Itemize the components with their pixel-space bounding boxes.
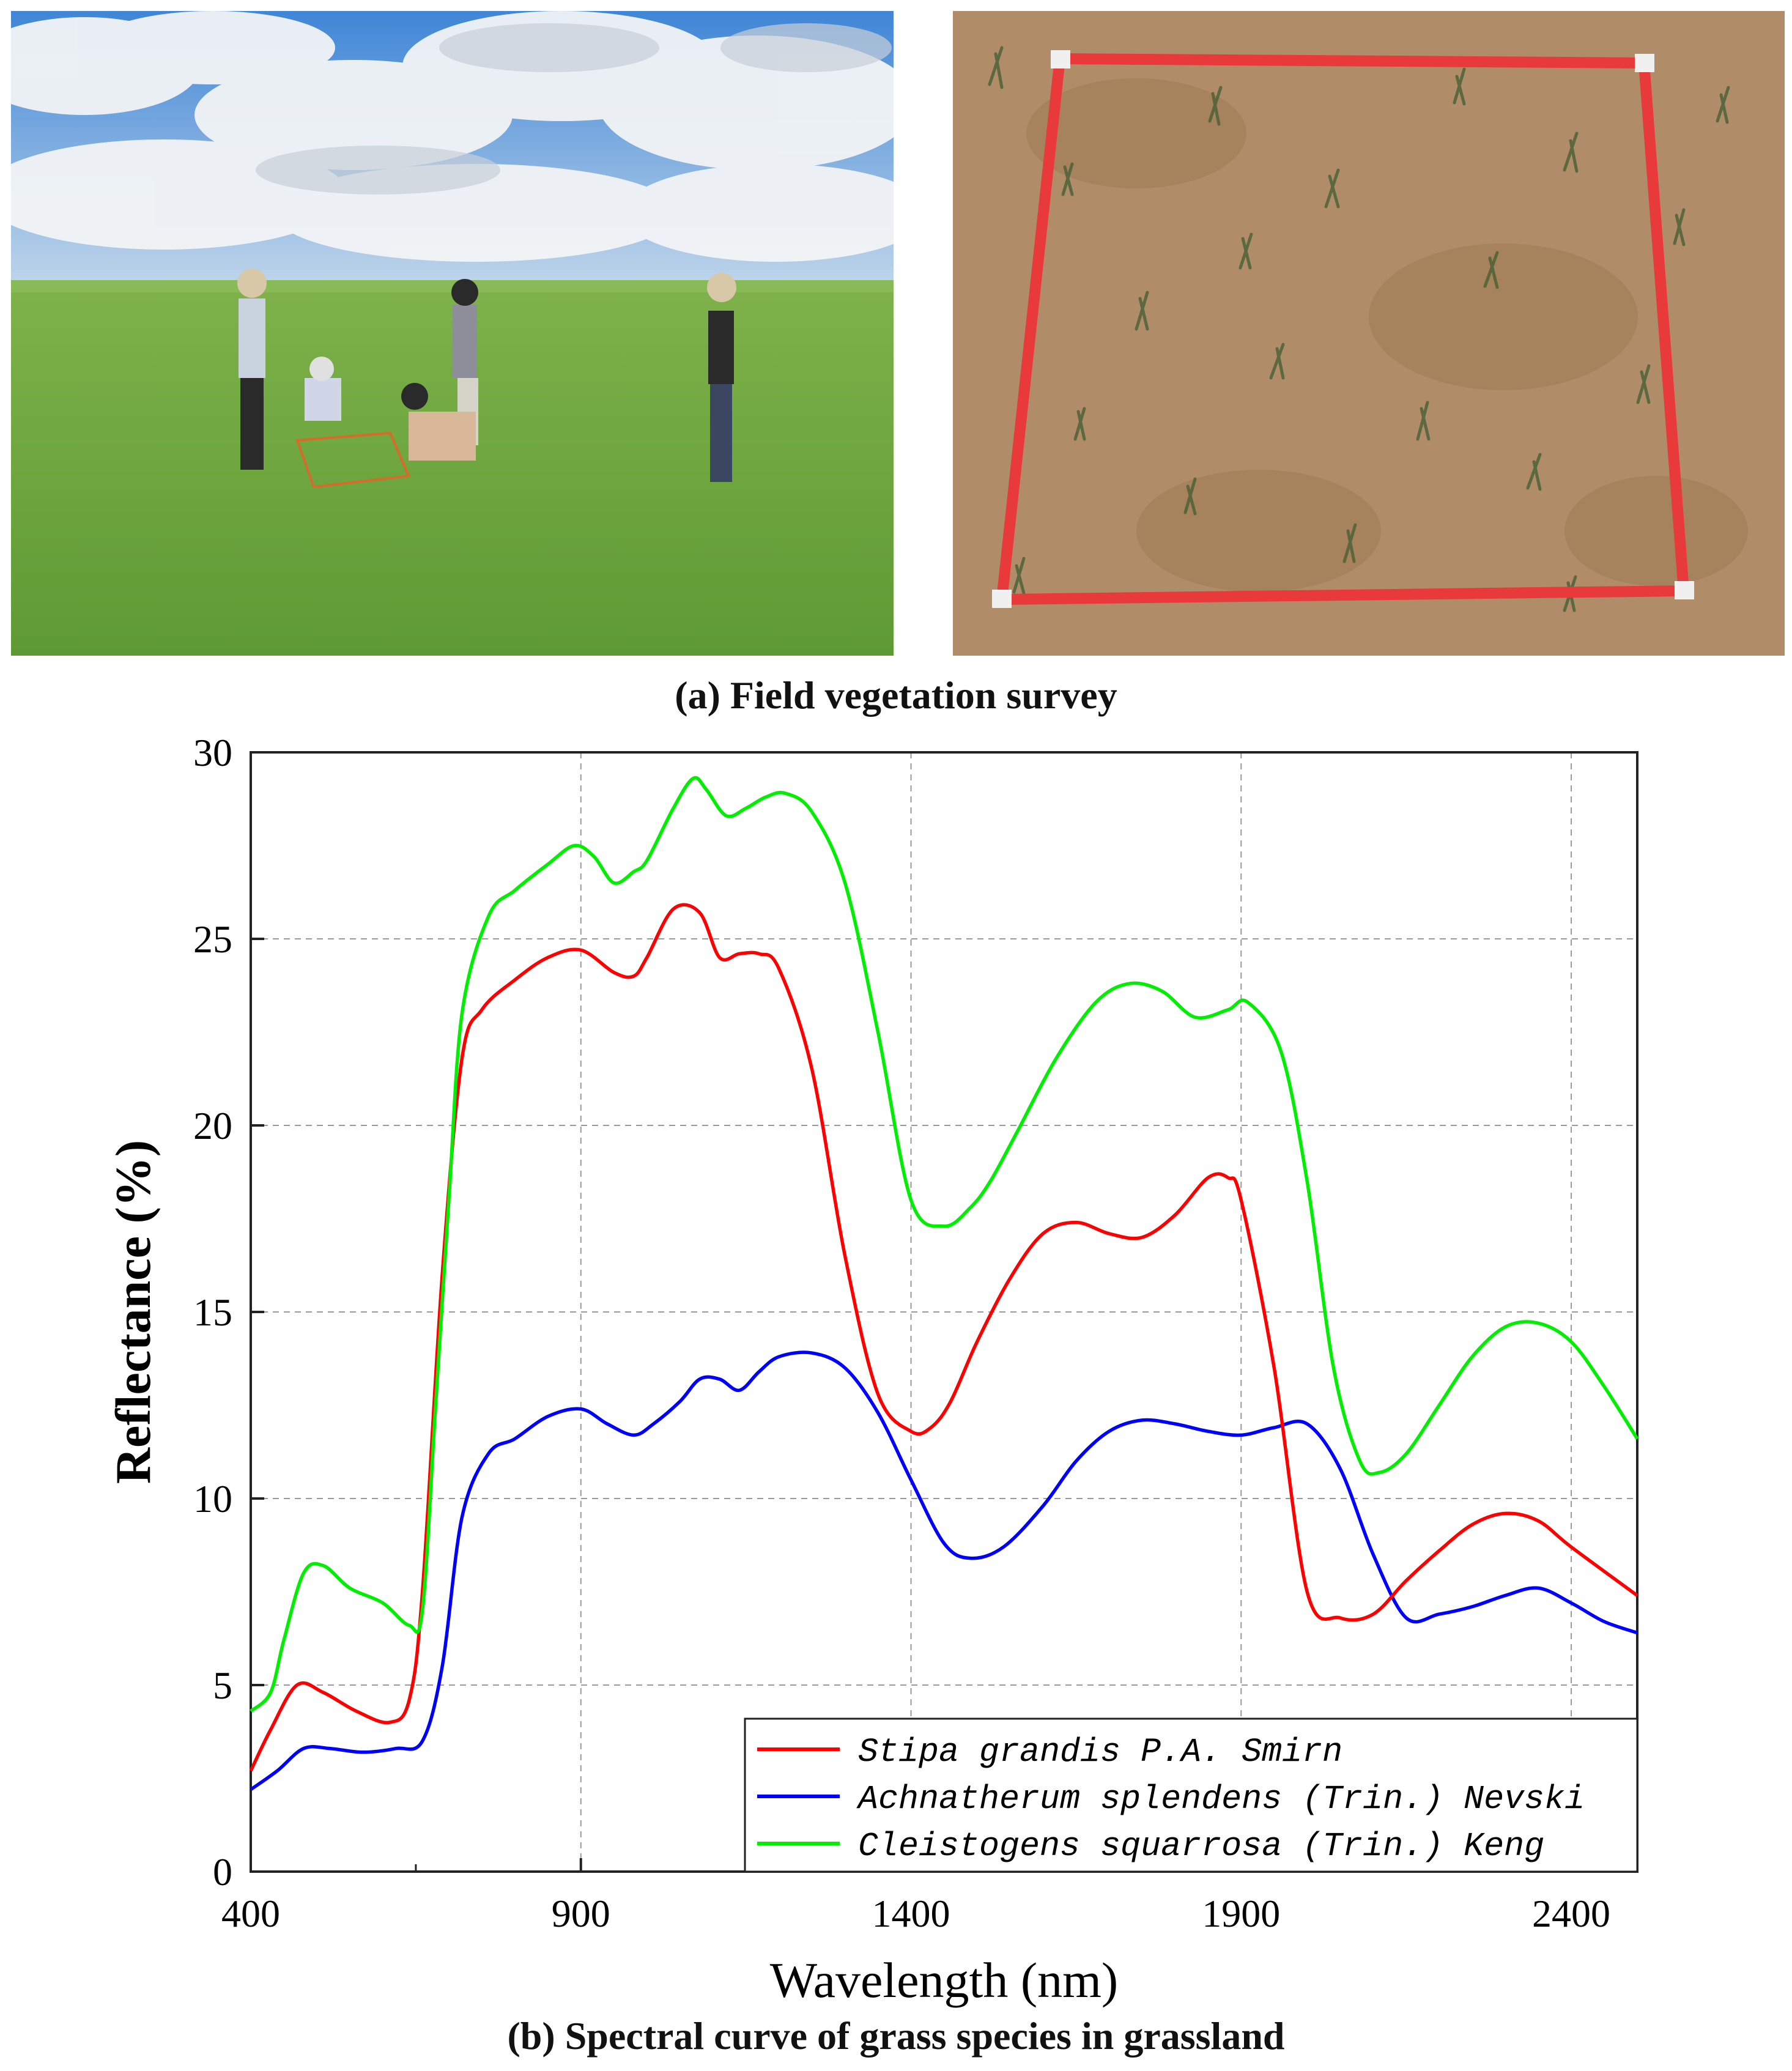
y-tick-label: 25 xyxy=(193,917,232,961)
y-tick-label: 15 xyxy=(193,1291,232,1334)
x-tick-label: 2400 xyxy=(1532,1892,1610,1935)
y-tick-label: 20 xyxy=(193,1104,232,1147)
x-tick-label: 1900 xyxy=(1202,1892,1280,1935)
field-survey-photo-graphic xyxy=(11,11,894,656)
chart-legend: Stipa grandis P.A. Smirn Achnatherum sple… xyxy=(744,1717,1638,1873)
quadrat-photo xyxy=(953,11,1785,656)
y-tick-label: 30 xyxy=(193,731,232,774)
x-tick-label: 900 xyxy=(552,1892,610,1935)
y-tick-label: 10 xyxy=(193,1477,232,1521)
y-axis-label: Reflectance (%) xyxy=(105,1140,161,1484)
legend-label-2: Achnatherum splendens (Trin.) Nevski xyxy=(856,1780,1585,1818)
quadrat-photo-graphic xyxy=(953,11,1785,656)
chart-ticks: 400 900 1400 1900 2400 0 5 10 15 20 25 30 xyxy=(193,731,1610,1935)
spectral-chart: 400 900 1400 1900 2400 0 5 10 15 20 25 30 Wavelengt… xyxy=(105,731,1639,2008)
legend-label-1: Stipa grandis P.A. Smirn xyxy=(858,1733,1342,1771)
series-line-2 xyxy=(250,1350,1638,1791)
series-line-3 xyxy=(250,776,1639,1713)
y-tick-label: 0 xyxy=(213,1850,232,1894)
x-tick-label: 1400 xyxy=(872,1892,950,1935)
x-tick-label: 400 xyxy=(221,1892,280,1935)
panel-b-caption: (b) Spectral curve of grass species in g… xyxy=(507,2014,1285,2058)
x-axis-label: Wavelength (nm) xyxy=(770,1952,1118,2008)
chart-gridlines xyxy=(251,752,1637,1872)
chart-series xyxy=(249,776,1639,1791)
field-survey-photo xyxy=(11,11,894,656)
series-line-1 xyxy=(249,903,1638,1772)
legend-box xyxy=(744,1717,1638,1873)
legend-label-3: Cleistogens squarrosa (Trin.) Keng xyxy=(858,1827,1544,1865)
panel-a-caption: (a) Field vegetation survey xyxy=(675,673,1117,717)
y-tick-label: 5 xyxy=(213,1664,232,1707)
